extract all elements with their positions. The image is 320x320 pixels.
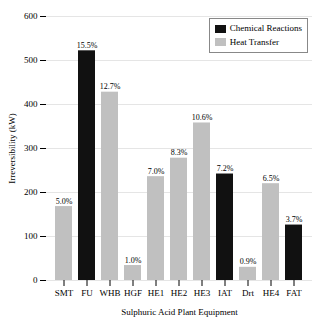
svg-text:200: 200 (24, 187, 38, 197)
svg-text:SMT: SMT (55, 288, 74, 298)
svg-text:15.5%: 15.5% (77, 41, 98, 50)
html-text:Heat Transfer: Heat Transfer (229, 36, 279, 47)
svg-text:HE1: HE1 (148, 288, 165, 298)
svg-text:7.0%: 7.0% (148, 167, 165, 176)
svg-text:Irreversibility (kW): Irreversibility (kW) (7, 113, 17, 184)
svg-text:HE4: HE4 (263, 288, 280, 298)
svg-text:5.0%: 5.0% (56, 197, 73, 206)
svg-text:Sulphuric Acid Plant Equipment: Sulphuric Acid Plant Equipment (121, 307, 238, 317)
svg-text:1.0%: 1.0% (125, 256, 142, 265)
svg-text:400: 400 (24, 99, 38, 109)
svg-text:FAT: FAT (286, 288, 302, 298)
svg-text:0.9%: 0.9% (240, 257, 257, 266)
svg-text:0: 0 (33, 275, 38, 285)
svg-text:600: 600 (24, 11, 38, 21)
svg-text:HGF: HGF (124, 288, 142, 298)
svg-text:3.7%: 3.7% (286, 215, 303, 224)
svg-text:10.6%: 10.6% (192, 113, 213, 122)
svg-text:IAT: IAT (218, 288, 232, 298)
svg-text:FU: FU (81, 288, 93, 298)
svg-text:12.7%: 12.7% (100, 82, 121, 91)
svg-text:6.5%: 6.5% (263, 174, 280, 183)
svg-text:Drt: Drt (242, 288, 254, 298)
svg-text:500: 500 (24, 55, 38, 65)
html-text:Chemical Reactions: Chemical Reactions (229, 23, 302, 33)
svg-text:WHB: WHB (100, 288, 121, 298)
svg-text:7.2%: 7.2% (217, 164, 234, 173)
svg-text:HE2: HE2 (171, 288, 188, 298)
svg-text:100: 100 (24, 231, 38, 241)
svg-text:8.3%: 8.3% (171, 148, 188, 157)
svg-text:300: 300 (24, 143, 38, 153)
svg-text:HE3: HE3 (194, 288, 211, 298)
